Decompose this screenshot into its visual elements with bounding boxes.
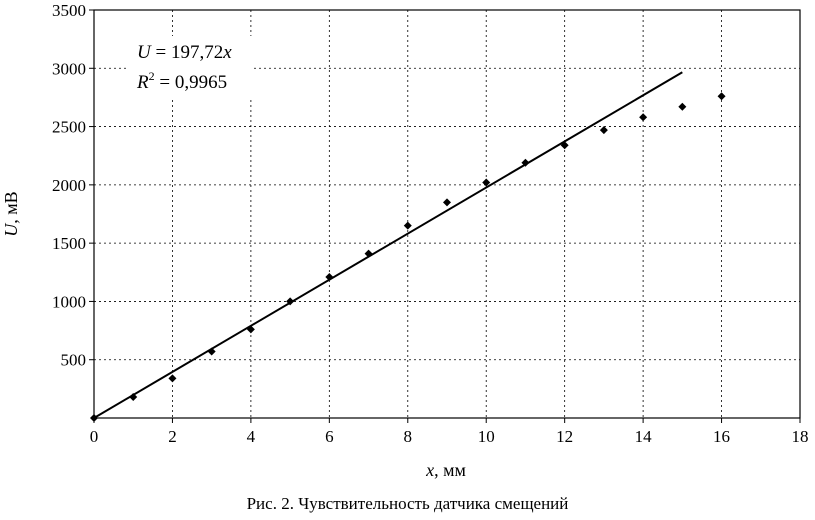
x-axis-title: x, мм: [425, 460, 466, 480]
y-tick-label: 3500: [52, 1, 86, 20]
data-point: [717, 92, 726, 101]
x-tick-label: 8: [404, 427, 413, 446]
r-squared: R2 = 0,9965: [136, 69, 227, 93]
trend-line-group: [93, 71, 683, 419]
r2-exp: 2: [149, 69, 155, 83]
x-tick-label: 10: [478, 427, 495, 446]
data-point: [443, 198, 451, 207]
y-axis-title: U, мВ: [1, 191, 21, 236]
x-tick-label: 14: [635, 427, 653, 446]
plot-frame: [93, 9, 801, 419]
sensitivity-chart: 0 2 4 6 8 10 12 14 16 18 500 1000 1500 2000 2500 3000 3…: [1, 1, 809, 480]
trend-line: [93, 71, 683, 419]
eq-rhs: = 197,72: [151, 42, 223, 63]
data-point: [521, 158, 530, 167]
data-point: [364, 249, 373, 258]
y-tick-label: 2500: [52, 118, 86, 137]
x-tick-label: 0: [90, 427, 99, 446]
x-axis-unit: , мм: [434, 460, 466, 480]
x-tick-label: 12: [556, 427, 573, 446]
y-tick-label: 1000: [52, 292, 86, 311]
equation-box: [126, 36, 254, 98]
x-tick-labels: 0 2 4 6 8 10 12 14 16 18: [90, 427, 809, 446]
grid-lines: [89, 9, 801, 423]
data-point: [246, 325, 255, 334]
x-tick-label: 4: [247, 427, 256, 446]
data-point: [90, 414, 98, 422]
data-point: [678, 102, 687, 111]
x-tick-label: 2: [168, 427, 177, 446]
data-point: [403, 221, 412, 230]
data-point: [168, 374, 177, 383]
eq-var: x: [222, 42, 232, 63]
r2-base: R: [136, 72, 149, 93]
data-point: [639, 113, 648, 122]
data-points: [90, 92, 726, 422]
x-tick-label: 16: [713, 427, 730, 446]
y-tick-label: 500: [61, 351, 87, 370]
data-point: [599, 126, 608, 135]
x-tick-label: 18: [792, 427, 809, 446]
x-tick-label: 6: [325, 427, 334, 446]
y-axis-symbol: U: [1, 223, 21, 237]
data-point: [560, 141, 569, 150]
data-point: [286, 297, 295, 306]
r2-value: = 0,9965: [155, 72, 227, 93]
data-point: [129, 393, 138, 402]
regression-equation: U = 197,72x: [137, 42, 232, 63]
data-point: [482, 178, 491, 187]
y-tick-label: 1500: [52, 234, 86, 253]
y-tick-label: 2000: [52, 176, 86, 195]
y-axis-unit: , мВ: [1, 191, 21, 223]
data-point: [207, 347, 216, 356]
figure-caption: Рис. 2. Чувствительность датчика смещени…: [246, 494, 569, 513]
data-point: [325, 272, 334, 281]
x-axis-symbol: x: [425, 460, 434, 480]
eq-lhs: U: [137, 42, 152, 63]
y-tick-label: 3000: [52, 59, 86, 78]
y-tick-labels: 500 1000 1500 2000 2500 3000 3500: [52, 1, 86, 370]
